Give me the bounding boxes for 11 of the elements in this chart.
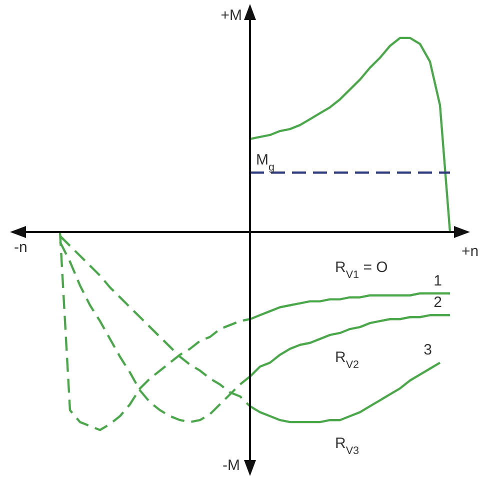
series-label: M$_{g}$	[256, 152, 275, 174]
series-label: 2	[434, 294, 442, 312]
x-axis-title: +n	[461, 243, 479, 260]
annotation: -n	[14, 239, 28, 256]
annotation: R$_{V2}$	[335, 349, 360, 371]
text: R$_{V3}$	[335, 435, 360, 457]
y-axis-title: +M	[220, 7, 242, 24]
text: -M	[222, 457, 240, 474]
annotation: R$_{V1}$ = O	[335, 259, 388, 281]
series-label: 1	[434, 272, 442, 290]
series-label: 3	[424, 342, 432, 359]
